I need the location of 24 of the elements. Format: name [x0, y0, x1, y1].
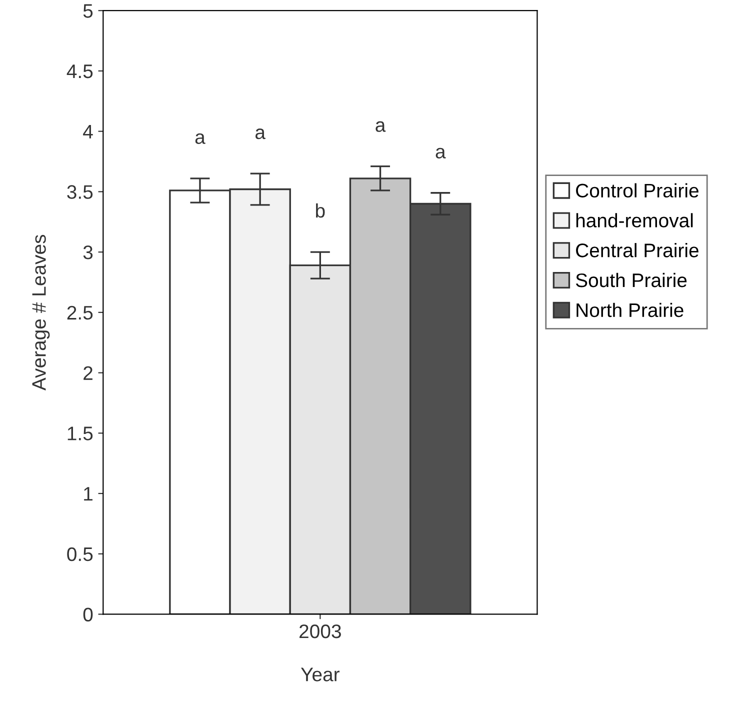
- annotation: a: [255, 128, 266, 140]
- annotation: a: [376, 121, 386, 132]
- annotation: a: [195, 133, 206, 144]
- legend-label: Control Prairie: [576, 183, 698, 198]
- legend-label: South Prairie: [576, 272, 687, 288]
- y-tick-label: 0: [83, 608, 93, 622]
- y-tick-label: 2: [84, 366, 92, 380]
- y-tick-label: 0.5: [67, 547, 93, 562]
- annotation: a: [436, 148, 446, 158]
- legend-label: hand-removal: [576, 213, 693, 228]
- x-axis-title: Year: [300, 668, 340, 682]
- y-tick-label: 3: [83, 246, 93, 260]
- y-tick-label: 2.5: [67, 306, 93, 320]
- x-tick-label: 2003: [300, 624, 341, 638]
- y-tick-label: 4.5: [66, 64, 93, 78]
- y-tick-label: 3.5: [67, 185, 93, 199]
- annotation: b: [316, 203, 325, 218]
- y-tick-label: 1.5: [68, 426, 93, 440]
- y-tick-label: 1: [84, 487, 92, 501]
- y-axis-title: Average # Leaves: [32, 234, 50, 391]
- y-tick-label: 5: [83, 4, 93, 18]
- y-tick-label: 4: [83, 124, 93, 138]
- legend-label: North Prairie: [576, 302, 684, 318]
- legend-label: Central Prairie: [576, 243, 698, 258]
